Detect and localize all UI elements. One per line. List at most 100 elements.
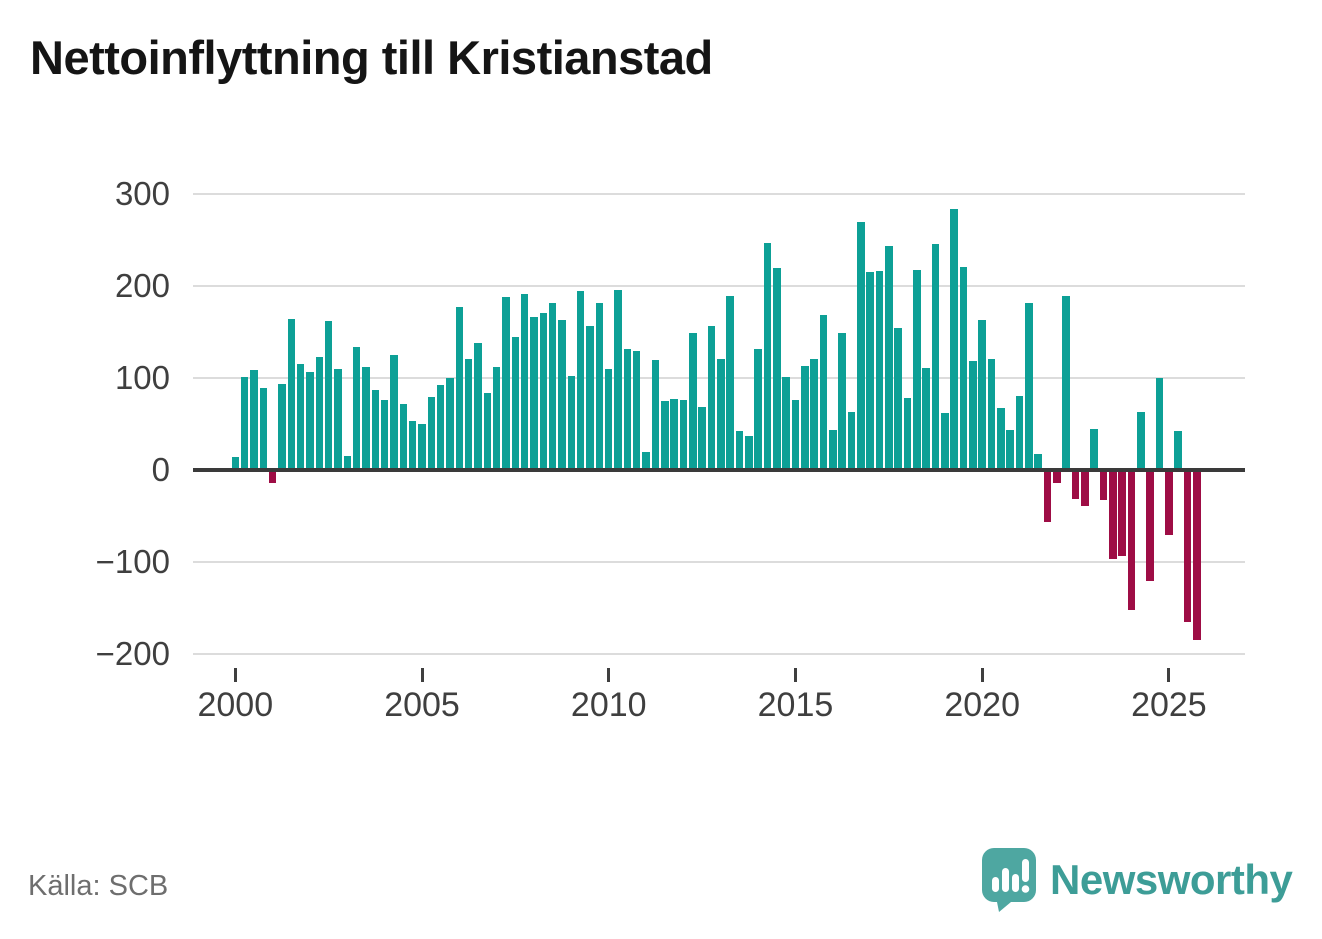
x-axis-tick-label: 2020 <box>944 686 1020 724</box>
bar <box>548 302 557 470</box>
bar <box>1165 470 1173 536</box>
bar <box>1099 470 1108 501</box>
bar <box>763 242 772 470</box>
bar <box>380 400 389 470</box>
bar <box>651 359 660 470</box>
bar <box>838 332 846 470</box>
bar <box>1090 428 1098 470</box>
y-axis-tick-label: 100 <box>114 359 170 396</box>
bar <box>941 412 949 470</box>
bar <box>455 307 464 470</box>
x-axis-tick-mark <box>233 668 237 682</box>
bar <box>661 401 669 470</box>
bar <box>567 376 576 470</box>
bar <box>250 369 258 470</box>
bar <box>408 421 417 470</box>
bar <box>679 400 688 470</box>
bar <box>1006 430 1014 470</box>
bar <box>231 457 240 470</box>
y-axis-tick-label: 300 <box>114 175 170 212</box>
bar <box>791 400 800 470</box>
bar <box>997 408 1005 470</box>
bar <box>913 270 921 470</box>
bar <box>502 297 510 470</box>
bar <box>530 317 538 470</box>
bar <box>1053 470 1061 483</box>
x-axis-tick-mark <box>420 668 424 682</box>
bar <box>1146 470 1154 582</box>
bar <box>1155 378 1164 470</box>
bar <box>1081 470 1089 506</box>
bar <box>306 372 314 470</box>
bar <box>539 312 548 470</box>
bar <box>268 470 277 483</box>
bar <box>782 377 790 470</box>
gridline <box>193 561 1245 563</box>
bar <box>726 296 734 470</box>
gridline <box>193 285 1245 287</box>
bar <box>623 348 632 470</box>
bar <box>324 320 333 470</box>
x-axis-tick-label: 2025 <box>1131 686 1207 724</box>
bar <box>371 389 380 470</box>
bar <box>492 366 501 470</box>
bar <box>1015 396 1024 470</box>
x-axis-tick-label: 2000 <box>197 686 274 724</box>
bar <box>390 355 398 470</box>
bar <box>969 360 977 470</box>
bar <box>604 368 613 470</box>
bar <box>520 294 529 470</box>
bar <box>352 346 361 470</box>
bar <box>698 406 706 470</box>
bar <box>922 367 930 470</box>
bar <box>296 364 305 470</box>
bar <box>1137 412 1145 470</box>
bar <box>427 397 436 470</box>
bar <box>1193 470 1201 641</box>
bar <box>819 315 828 470</box>
y-axis-tick-label: 0 <box>151 451 170 488</box>
bar <box>903 398 912 470</box>
bar <box>474 343 482 470</box>
bar <box>810 358 818 470</box>
bar <box>343 456 352 470</box>
bar <box>1062 296 1070 470</box>
bar <box>801 366 809 470</box>
bar <box>278 383 286 470</box>
bar <box>642 451 650 470</box>
bar <box>987 358 996 470</box>
bar <box>829 430 837 470</box>
bar <box>1025 302 1033 470</box>
x-axis-tick-mark <box>1167 668 1171 682</box>
y-axis-tick-label: 200 <box>114 267 170 304</box>
newsworthy-logo-icon <box>982 848 1036 912</box>
brand-footer: Newsworthy <box>982 845 1302 915</box>
y-axis-tick-label: −100 <box>95 543 170 580</box>
bar <box>847 412 856 470</box>
bar <box>632 351 641 470</box>
bar <box>689 332 697 470</box>
bar <box>287 319 296 470</box>
bar <box>707 325 716 470</box>
bar <box>362 366 370 470</box>
bar <box>240 377 249 470</box>
bar <box>735 431 744 470</box>
bar <box>773 267 781 470</box>
source-note: Källa: SCB <box>28 870 169 902</box>
bar <box>576 290 585 470</box>
gridline <box>193 193 1245 195</box>
bar <box>1127 470 1136 610</box>
bar <box>885 246 893 470</box>
chart-title: Nettoinflyttning till Kristianstad <box>30 31 713 84</box>
bar <box>1034 454 1042 470</box>
x-axis-tick-label: 2015 <box>757 686 834 724</box>
bar <box>717 358 725 470</box>
bar <box>1071 470 1080 500</box>
bar <box>1183 470 1192 622</box>
bar <box>1174 431 1182 470</box>
bar <box>857 221 865 470</box>
bar <box>1109 470 1117 560</box>
bar <box>259 388 268 470</box>
